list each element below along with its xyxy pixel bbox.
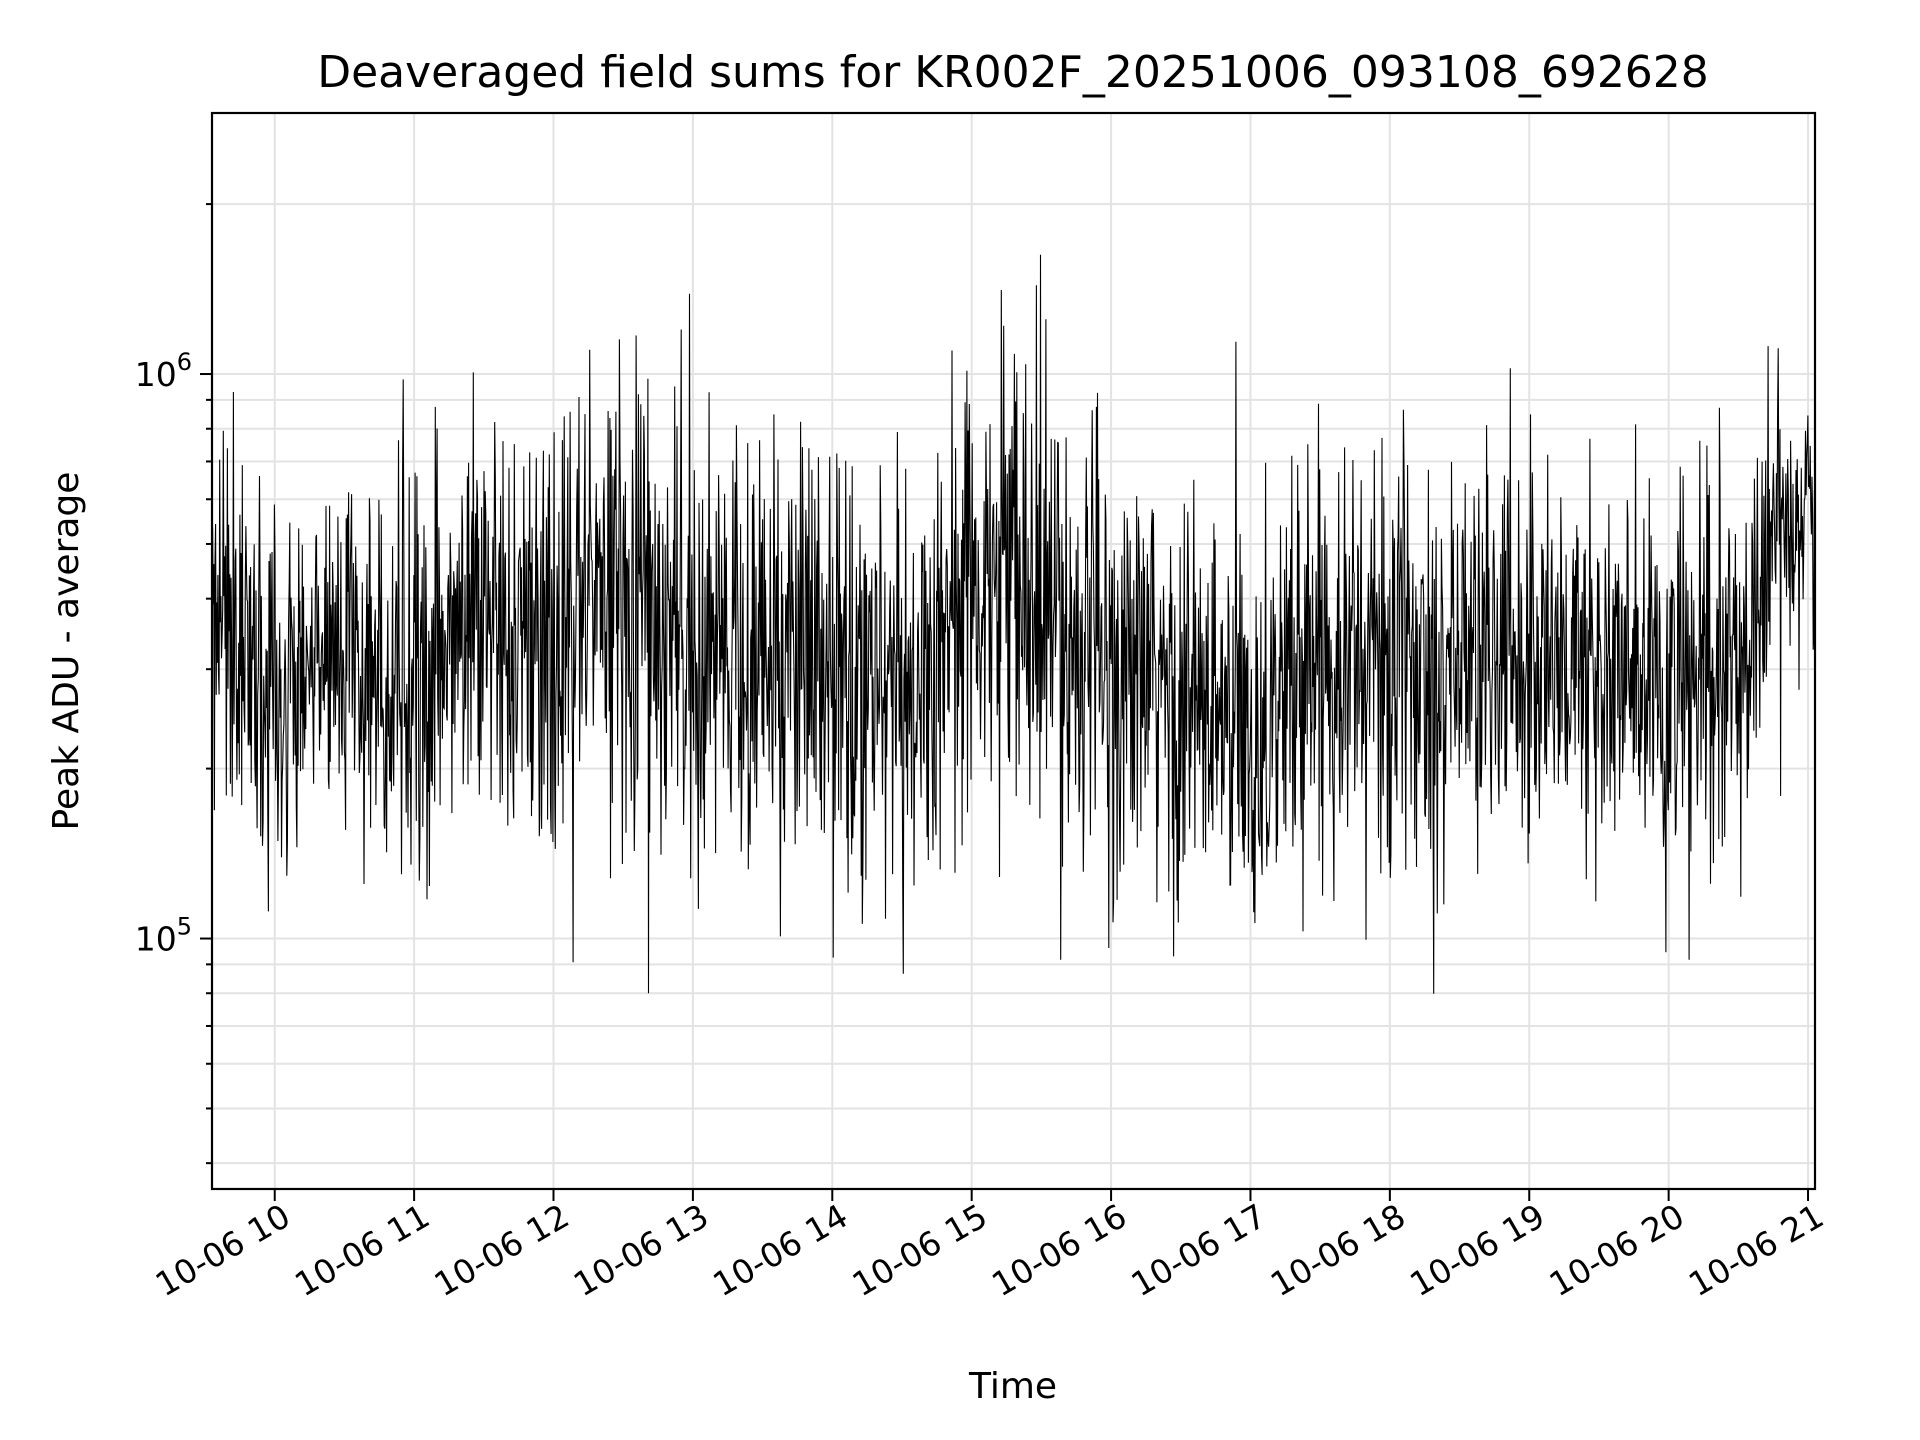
y-tick-label: 106 bbox=[135, 348, 192, 394]
x-tick-label: 10-06 20 bbox=[1543, 1196, 1691, 1304]
x-tick-label: 10-06 12 bbox=[428, 1196, 576, 1304]
x-tick-label: 10-06 16 bbox=[985, 1196, 1133, 1304]
x-tick-label: 10-06 18 bbox=[1264, 1196, 1412, 1304]
x-tick-label: 10-06 11 bbox=[288, 1196, 436, 1304]
x-tick-label: 10-06 10 bbox=[149, 1196, 297, 1304]
series-layer bbox=[211, 254, 1816, 994]
chart-title: Deaveraged field sums for KR002F_2025100… bbox=[317, 47, 1709, 98]
x-axis-label: Time bbox=[968, 1366, 1057, 1407]
plot-frame bbox=[210, 111, 1817, 1191]
x-tick-label: 10-06 15 bbox=[846, 1196, 994, 1304]
x-tick-label: 10-06 14 bbox=[706, 1196, 854, 1304]
x-tick-label: 10-06 17 bbox=[1124, 1196, 1272, 1304]
series-line bbox=[211, 254, 1816, 994]
x-tick-label: 10-06 13 bbox=[567, 1196, 715, 1304]
x-tick-label: 10-06 19 bbox=[1403, 1196, 1551, 1304]
y-tick-label: 105 bbox=[135, 913, 192, 959]
x-tick-label: 10-06 21 bbox=[1682, 1196, 1830, 1304]
y-axis-label: Peak ADU - average bbox=[46, 472, 87, 831]
